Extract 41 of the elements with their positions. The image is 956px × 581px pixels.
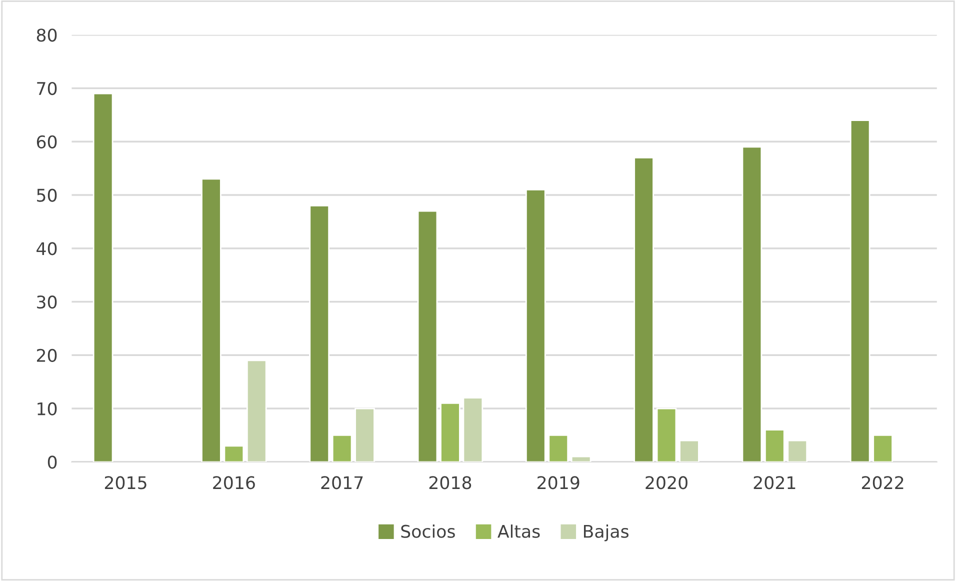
bar bbox=[354, 408, 375, 462]
bar bbox=[764, 429, 785, 462]
bar bbox=[679, 440, 700, 462]
y-tick-label: 0 bbox=[48, 456, 57, 469]
bar bbox=[440, 402, 460, 462]
bar bbox=[462, 397, 484, 462]
x-tick-label: 2017 bbox=[321, 476, 363, 490]
y-tick-label: 70 bbox=[37, 82, 57, 96]
bar bbox=[246, 360, 267, 462]
bar bbox=[332, 434, 352, 462]
x-tick-label: 2021 bbox=[754, 476, 796, 490]
y-tick-label: 20 bbox=[36, 348, 57, 362]
legend-label: Socios bbox=[401, 524, 455, 538]
x-tick-label: 2019 bbox=[538, 476, 580, 490]
bar bbox=[201, 178, 222, 462]
y-tick-label: 80 bbox=[36, 28, 57, 42]
bar bbox=[872, 434, 893, 462]
bar bbox=[634, 156, 654, 462]
x-tick-label: 2015 bbox=[104, 476, 146, 490]
bar bbox=[309, 204, 330, 462]
bar bbox=[417, 210, 438, 462]
bar bbox=[570, 456, 592, 462]
x-tick-label: 2022 bbox=[862, 476, 904, 490]
y-tick-label: 40 bbox=[36, 242, 57, 256]
bar bbox=[850, 120, 870, 462]
y-tick-label: 60 bbox=[36, 135, 57, 148]
bar bbox=[787, 440, 808, 462]
legend-label: Altas bbox=[498, 524, 540, 538]
x-tick-label: 2018 bbox=[429, 476, 472, 490]
bar bbox=[742, 146, 762, 462]
bar bbox=[656, 408, 677, 462]
bar bbox=[525, 188, 546, 462]
x-tick-label: 2020 bbox=[646, 476, 688, 490]
y-tick-label: 30 bbox=[37, 295, 57, 309]
bar bbox=[224, 445, 244, 462]
bar bbox=[92, 92, 114, 462]
y-tick-label: 10 bbox=[38, 402, 57, 416]
y-tick-label: 50 bbox=[37, 188, 57, 202]
x-tick-label: 2016 bbox=[213, 476, 255, 490]
legend-label: Bajas bbox=[584, 524, 628, 542]
bar bbox=[548, 434, 569, 462]
